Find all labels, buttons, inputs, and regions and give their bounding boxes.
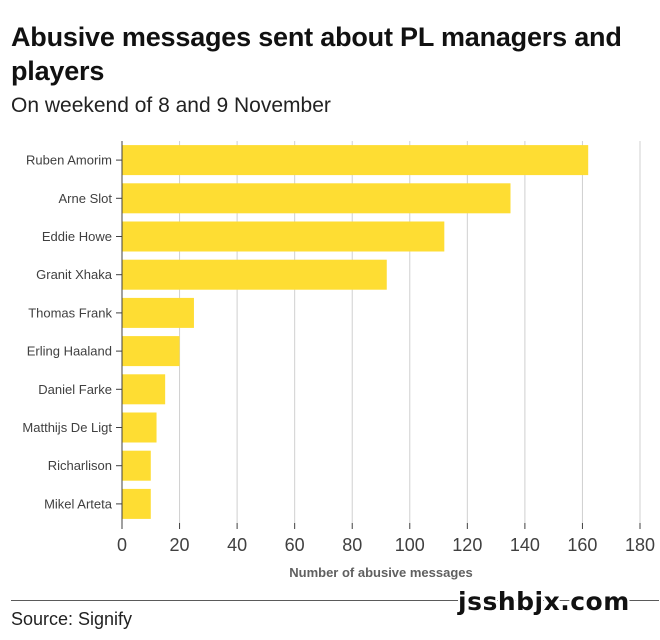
chart-subtitle: On weekend of 8 and 9 November [11, 94, 331, 117]
bar [122, 259, 387, 290]
category-label: Mikel Arteta [44, 496, 113, 511]
axes [116, 141, 641, 529]
category-label: Erling Haaland [27, 344, 112, 359]
bar [122, 374, 166, 405]
x-tick-label: 120 [452, 535, 482, 555]
x-tick-label: 60 [285, 535, 305, 555]
bar-chart: 0 20 40 60 80 100 120 140 160 180 Ruben Amorim Arne… [22, 141, 655, 580]
category-label: Eddie Howe [42, 229, 112, 244]
x-axis-title: Number of abusive messages [289, 565, 473, 580]
category-label: Thomas Frank [28, 305, 112, 320]
category-label: Matthijs De Ligt [22, 420, 112, 435]
x-tick-label: 20 [170, 535, 190, 555]
x-tick-label: 80 [342, 535, 362, 555]
source-note: Source: Signify [11, 609, 133, 629]
x-tick-label: 0 [117, 535, 127, 555]
bar [122, 412, 157, 443]
footer-divider [11, 600, 659, 601]
bar [122, 145, 589, 176]
bar [122, 336, 180, 367]
category-label: Daniel Farke [38, 382, 112, 397]
x-tick-label: 180 [625, 535, 655, 555]
category-label: Granit Xhaka [36, 267, 113, 282]
bar [122, 183, 511, 214]
watermark: jsshbjx.com [458, 587, 630, 616]
bar [122, 297, 194, 328]
category-label: Ruben Amorim [26, 153, 112, 168]
bar [122, 488, 151, 519]
x-tick-label: 160 [567, 535, 597, 555]
chart-title: Abusive messages sent about PL managers … [11, 22, 622, 86]
bar [122, 221, 445, 252]
bar [122, 450, 151, 481]
x-tick-label: 140 [510, 535, 540, 555]
labels: 0 20 40 60 80 100 120 140 160 180 Ruben Amorim Arne… [22, 153, 655, 555]
x-tick-label: 100 [395, 535, 425, 555]
bars [122, 145, 589, 519]
x-tick-label: 40 [227, 535, 247, 555]
category-label: Richarlison [48, 458, 112, 473]
category-label: Arne Slot [59, 191, 113, 206]
